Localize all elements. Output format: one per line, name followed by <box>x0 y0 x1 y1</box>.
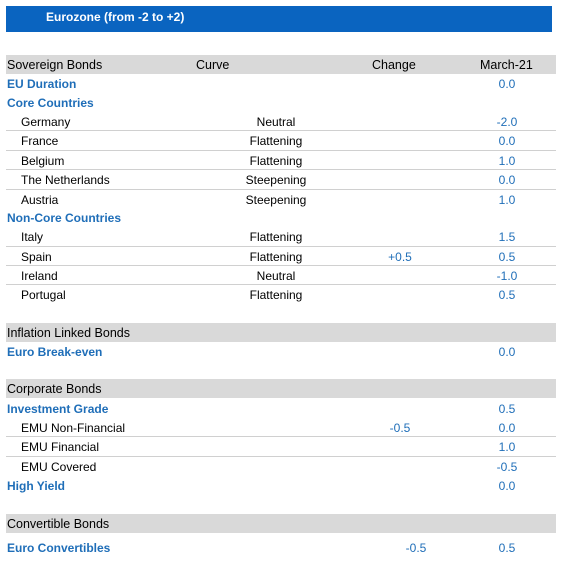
table-row: France Flattening 0.0 <box>6 131 556 150</box>
table-row: EMU Non-Financial -0.5 0.0 <box>6 418 556 437</box>
score-value: 0.0 <box>498 134 516 148</box>
corporate-bonds-header: Corporate Bonds <box>6 379 556 398</box>
curve-value: Flattening <box>249 288 303 302</box>
score-value: 0.0 <box>498 173 516 187</box>
inflation-bonds-label: Inflation Linked Bonds <box>7 326 131 340</box>
country-name: Portugal <box>21 288 66 302</box>
score-value: 0.5 <box>498 288 516 302</box>
euro-breakeven-label: Euro Break-even <box>7 345 103 359</box>
euro-convertibles-value: 0.5 <box>498 541 516 555</box>
non-core-countries-label: Non-Core Countries <box>7 211 121 225</box>
country-name: Spain <box>21 250 52 264</box>
country-name: Germany <box>21 115 71 129</box>
curve-value: Steepening <box>245 193 307 207</box>
table-row: The Netherlands Steepening 0.0 <box>6 170 556 189</box>
curve-value: Flattening <box>249 230 303 244</box>
table-row: Germany Neutral -2.0 <box>6 112 556 131</box>
country-name: Belgium <box>21 154 65 168</box>
euro-convertibles-row: Euro Convertibles -0.5 0.5 <box>6 538 556 557</box>
eu-duration-value: 0.0 <box>498 77 516 91</box>
score-value: -1.0 <box>496 269 518 283</box>
sovereign-bonds-header: Sovereign Bonds Curve Change March-21 <box>6 55 556 74</box>
country-name: The Netherlands <box>21 173 110 187</box>
euro-breakeven-row: Euro Break-even 0.0 <box>6 342 556 361</box>
high-yield-value: 0.0 <box>498 479 516 493</box>
table-row: EMU Covered -0.5 <box>6 457 556 476</box>
inflation-bonds-header: Inflation Linked Bonds <box>6 323 556 342</box>
country-name: Ireland <box>21 269 58 283</box>
sovereign-bonds-label: Sovereign Bonds <box>7 58 103 72</box>
eu-duration-label: EU Duration <box>7 77 77 91</box>
curve-column-header: Curve <box>196 58 230 72</box>
curve-value: Flattening <box>249 134 303 148</box>
sector-name: EMU Non-Financial <box>21 421 126 435</box>
score-value: 0.0 <box>498 421 516 435</box>
score-value: -2.0 <box>496 115 518 129</box>
investment-grade-value: 0.5 <box>498 402 516 416</box>
high-yield-label: High Yield <box>7 479 66 493</box>
score-value: -0.5 <box>496 460 518 474</box>
table-row: Austria Steepening 1.0 <box>6 190 556 209</box>
curve-value: Flattening <box>249 250 303 264</box>
table-row: Italy Flattening 1.5 <box>6 227 556 246</box>
curve-value: Flattening <box>249 154 303 168</box>
convertible-bonds-label: Convertible Bonds <box>7 517 110 531</box>
title-bar: Eurozone (from -2 to +2) <box>6 6 552 32</box>
change-column-header: Change <box>372 58 416 72</box>
euro-convertibles-label: Euro Convertibles <box>7 541 111 555</box>
table-row: Portugal Flattening 0.5 <box>6 285 556 304</box>
curve-value: Steepening <box>245 173 307 187</box>
core-countries-label: Core Countries <box>7 96 94 110</box>
table-row: Spain Flattening +0.5 0.5 <box>6 247 556 266</box>
month-column-header: March-21 <box>480 58 533 72</box>
table-row: Belgium Flattening 1.0 <box>6 151 556 170</box>
score-value: 1.0 <box>498 440 516 454</box>
eu-duration-row: EU Duration 0.0 <box>6 74 556 93</box>
page-title: Eurozone (from -2 to +2) <box>46 10 185 24</box>
convertible-bonds-header: Convertible Bonds <box>6 514 556 533</box>
country-name: Austria <box>21 193 59 207</box>
sector-name: EMU Covered <box>21 460 97 474</box>
curve-value: Neutral <box>256 269 296 283</box>
non-core-countries-row: Non-Core Countries <box>6 208 556 227</box>
score-value: 1.0 <box>498 154 516 168</box>
table-row: EMU Financial 1.0 <box>6 437 556 456</box>
score-value: 1.5 <box>498 230 516 244</box>
change-value: -0.5 <box>389 421 411 435</box>
curve-value: Neutral <box>256 115 296 129</box>
change-value: +0.5 <box>388 250 412 264</box>
score-value: 1.0 <box>498 193 516 207</box>
high-yield-row: High Yield 0.0 <box>6 476 556 495</box>
core-countries-row: Core Countries <box>6 93 556 112</box>
table-row: Ireland Neutral -1.0 <box>6 266 556 285</box>
investment-grade-label: Investment Grade <box>7 402 109 416</box>
sector-name: EMU Financial <box>21 440 100 454</box>
country-name: Italy <box>21 230 44 244</box>
country-name: France <box>21 134 59 148</box>
score-value: 0.5 <box>498 250 516 264</box>
euro-convertibles-change: -0.5 <box>405 541 427 555</box>
corporate-bonds-label: Corporate Bonds <box>7 382 102 396</box>
euro-breakeven-value: 0.0 <box>498 345 516 359</box>
investment-grade-row: Investment Grade 0.5 <box>6 399 556 418</box>
